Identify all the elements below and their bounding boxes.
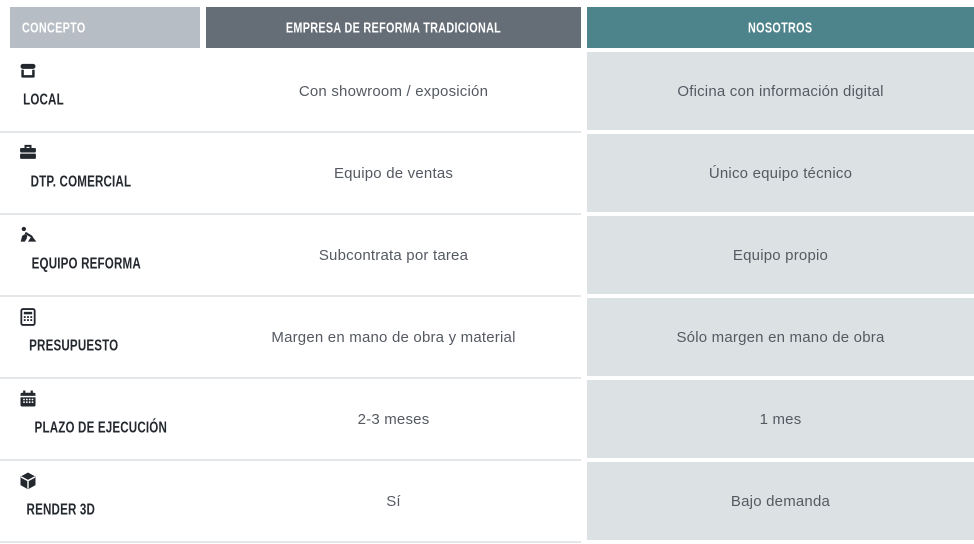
table-row-equipo-reforma: EQUIPO REFORMA Subcontrata por tarea Equ… [0, 216, 974, 294]
concept-cell: PRESUPUESTO [0, 298, 200, 376]
header-nosotros: NOSOTROS [587, 7, 974, 48]
concept-label: PRESUPUESTO [29, 337, 119, 355]
worker-icon [18, 225, 38, 245]
table-row-local: LOCAL Con showroom / exposición Oficina … [0, 52, 974, 130]
nosotros-cell: Único equipo técnico [587, 134, 974, 212]
traditional-value: Equipo de ventas [333, 164, 454, 182]
concept-label: DTP. COMERCIAL [30, 173, 132, 191]
calculator-icon [18, 307, 38, 327]
nosotros-value: Equipo propio [732, 246, 829, 264]
traditional-cell: Con showroom / exposición [206, 52, 581, 130]
concept-label: PLAZO DE EJECUCIÓN [34, 419, 167, 437]
header-empresa-tradicional: EMPRESA DE REFORMA TRADICIONAL [206, 7, 581, 48]
table-row-plazo-ejecucion: PLAZO DE EJECUCIÓN 2-3 meses 1 mes [0, 380, 974, 458]
traditional-value: Con showroom / exposición [298, 82, 489, 100]
row-divider [0, 212, 974, 216]
header-nosotros-label: NOSOTROS [748, 19, 813, 36]
traditional-value: Sí [386, 492, 401, 510]
nosotros-cell: Equipo propio [587, 216, 974, 294]
traditional-cell: Equipo de ventas [206, 134, 581, 212]
nosotros-value: Único equipo técnico [708, 164, 853, 182]
concept-cell: LOCAL [0, 52, 200, 130]
traditional-value: 2-3 meses [357, 410, 430, 428]
cube-icon [18, 471, 38, 491]
nosotros-cell: Oficina con información digital [587, 52, 974, 130]
nosotros-cell: Sólo margen en mano de obra [587, 298, 974, 376]
header-concepto-label: CONCEPTO [22, 19, 86, 36]
row-divider [0, 376, 974, 380]
row-divider [0, 294, 974, 298]
concept-cell: RENDER 3D [0, 462, 200, 540]
concept-label: EQUIPO REFORMA [31, 255, 141, 273]
traditional-cell: Subcontrata por tarea [206, 216, 581, 294]
nosotros-value: 1 mes [759, 410, 802, 428]
nosotros-cell: Bajo demanda [587, 462, 974, 540]
calendar-icon [18, 389, 38, 409]
traditional-value: Subcontrata por tarea [318, 246, 469, 264]
header-empresa-tradicional-label: EMPRESA DE REFORMA TRADICIONAL [285, 19, 502, 36]
concept-cell: PLAZO DE EJECUCIÓN [0, 380, 200, 458]
concept-cell: EQUIPO REFORMA [0, 216, 200, 294]
concept-label: LOCAL [23, 91, 64, 109]
nosotros-cell: 1 mes [587, 380, 974, 458]
concept-cell: DTP. COMERCIAL [0, 134, 200, 212]
table-row-render-3d: RENDER 3D Sí Bajo demanda [0, 462, 974, 540]
table-row-dtp-comercial: DTP. COMERCIAL Equipo de ventas Único eq… [0, 134, 974, 212]
storefront-icon [18, 61, 38, 81]
table-row-presupuesto: PRESUPUESTO Margen en mano de obra y mat… [0, 298, 974, 376]
row-divider [0, 130, 974, 134]
concept-label: RENDER 3D [26, 501, 96, 519]
traditional-value: Margen en mano de obra y material [271, 328, 516, 346]
header-concepto: CONCEPTO [10, 7, 200, 48]
table-header-row: CONCEPTO EMPRESA DE REFORMA TRADICIONAL … [0, 7, 974, 48]
row-divider [0, 458, 974, 462]
nosotros-value: Oficina con información digital [677, 82, 884, 100]
nosotros-value: Sólo margen en mano de obra [676, 328, 885, 346]
briefcase-icon [18, 143, 38, 163]
traditional-cell: 2-3 meses [206, 380, 581, 458]
row-divider [0, 540, 974, 544]
traditional-cell: Sí [206, 462, 581, 540]
nosotros-value: Bajo demanda [730, 492, 831, 510]
traditional-cell: Margen en mano de obra y material [206, 298, 581, 376]
